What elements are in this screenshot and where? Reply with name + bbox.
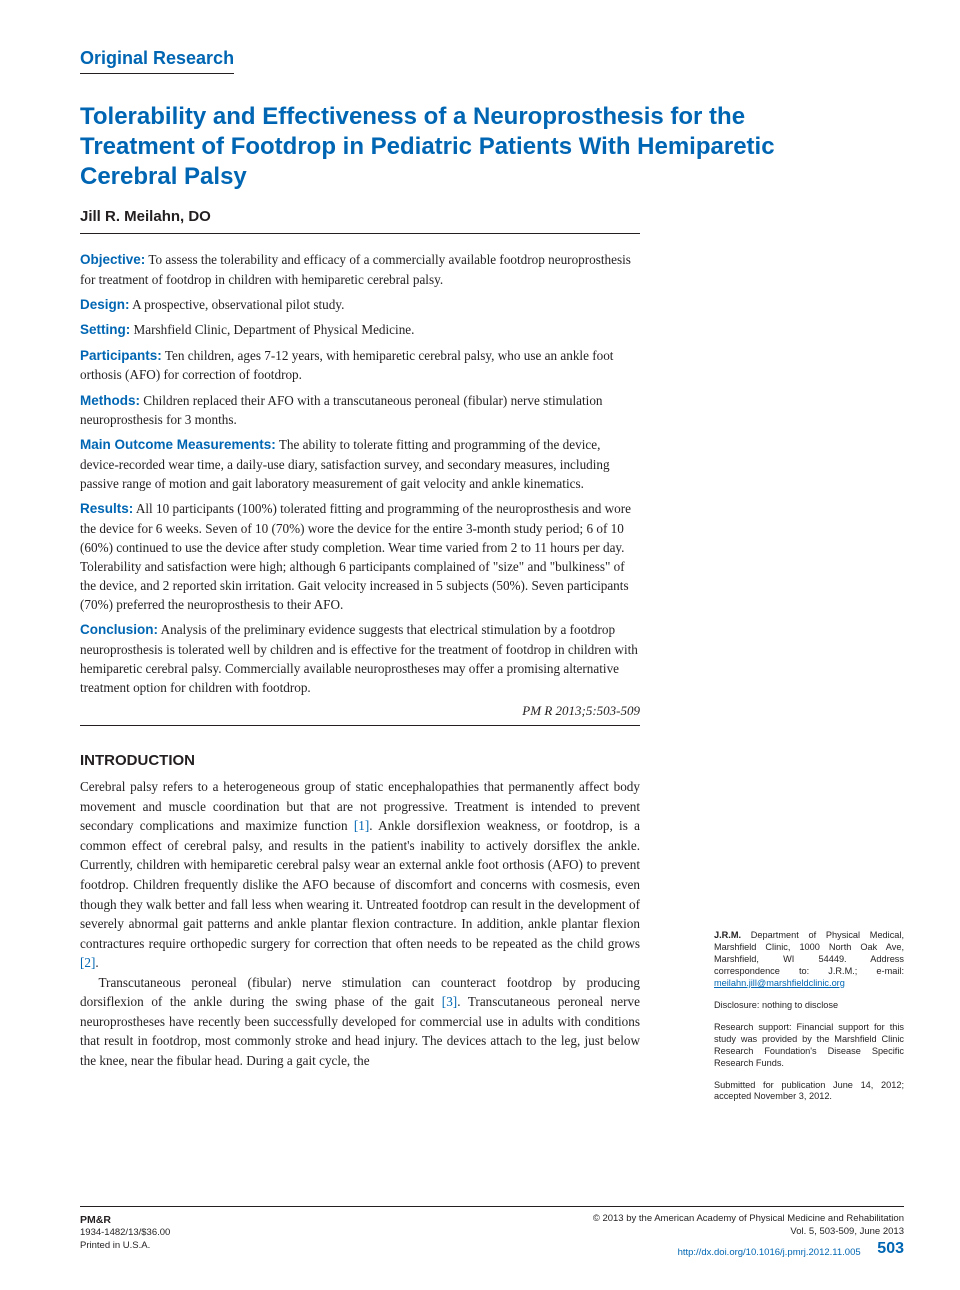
footer-right: © 2013 by the American Academy of Physic…	[593, 1213, 904, 1260]
author-info-sidebar: J.R.M. Department of Physical Medical, M…	[714, 930, 904, 1113]
email-link[interactable]: meilahn.jill@marshfieldclinic.org	[714, 978, 845, 988]
footer-left: PM&R 1934-1482/13/$36.00 Printed in U.S.…	[80, 1213, 170, 1253]
section-heading-introduction: INTRODUCTION	[80, 752, 904, 769]
body-span: .	[95, 955, 98, 970]
affiliation-text: Department of Physical Medical, Marshfie…	[714, 930, 904, 976]
author-initials: J.R.M.	[714, 930, 741, 940]
abstract-participants: Participants: Ten children, ages 7-12 ye…	[80, 346, 640, 385]
abstract-objective: Objective: To assess the tolerability an…	[80, 250, 640, 289]
section-label: Original Research	[80, 48, 234, 74]
abstract-label: Participants:	[80, 348, 162, 363]
abstract-label: Methods:	[80, 393, 140, 408]
printed-line: Printed in U.S.A.	[80, 1240, 170, 1253]
copyright-line: © 2013 by the American Academy of Physic…	[593, 1213, 904, 1226]
affiliation-block: J.R.M. Department of Physical Medical, M…	[714, 930, 904, 990]
abstract-methods: Methods: Children replaced their AFO wit…	[80, 391, 640, 430]
abstract-label: Conclusion:	[80, 622, 158, 637]
body-span: . Ankle dorsiflexion weakness, or footdr…	[80, 818, 640, 950]
author-name: Jill R. Meilahn, DO	[80, 208, 640, 234]
abstract-label: Design:	[80, 297, 130, 312]
abstract-label: Objective:	[80, 252, 145, 267]
abstract-setting: Setting: Marshfield Clinic, Department o…	[80, 320, 640, 340]
article-title: Tolerability and Effectiveness of a Neur…	[80, 102, 860, 192]
reference-link[interactable]: [3]	[442, 994, 457, 1009]
doi-link[interactable]: http://dx.doi.org/10.1016/j.pmrj.2012.11…	[678, 1247, 861, 1258]
abstract-label: Setting:	[80, 322, 130, 337]
disclosure-block: Disclosure: nothing to disclose	[714, 1000, 904, 1012]
abstract-outcome: Main Outcome Measurements: The ability t…	[80, 435, 640, 493]
abstract-text: Children replaced their AFO with a trans…	[80, 393, 603, 428]
abstract-text: To assess the tolerability and efficacy …	[80, 252, 631, 287]
abstract-text: Marshfield Clinic, Department of Physica…	[134, 322, 415, 337]
abstract-design: Design: A prospective, observational pil…	[80, 295, 640, 315]
paragraph: Transcutaneous peroneal (fibular) nerve …	[80, 973, 640, 1071]
body-text: Cerebral palsy refers to a heterogeneous…	[80, 777, 640, 1070]
journal-brand: PM&R	[80, 1213, 170, 1227]
reference-link[interactable]: [1]	[354, 818, 369, 833]
volume-line: Vol. 5, 503-509, June 2013	[593, 1226, 904, 1239]
abstract-conclusion: Conclusion: Analysis of the preliminary …	[80, 620, 640, 697]
abstract-text: A prospective, observational pilot study…	[132, 297, 344, 312]
abstract-text: All 10 participants (100%) tolerated fit…	[80, 501, 631, 612]
issn-line: 1934-1482/13/$36.00	[80, 1227, 170, 1240]
abstract-label: Main Outcome Measurements:	[80, 437, 276, 452]
abstract-results: Results: All 10 participants (100%) tole…	[80, 499, 640, 614]
citation: PM R 2013;5:503-509	[80, 703, 640, 726]
reference-link[interactable]: [2]	[80, 955, 95, 970]
paragraph: Cerebral palsy refers to a heterogeneous…	[80, 777, 640, 972]
page-footer: PM&R 1934-1482/13/$36.00 Printed in U.S.…	[80, 1206, 904, 1260]
abstract-text: Analysis of the preliminary evidence sug…	[80, 622, 638, 695]
page-number: 503	[877, 1238, 904, 1260]
abstract-label: Results:	[80, 501, 133, 516]
research-support-block: Research support: Financial support for …	[714, 1022, 904, 1070]
submission-dates-block: Submitted for publication June 14, 2012;…	[714, 1080, 904, 1104]
